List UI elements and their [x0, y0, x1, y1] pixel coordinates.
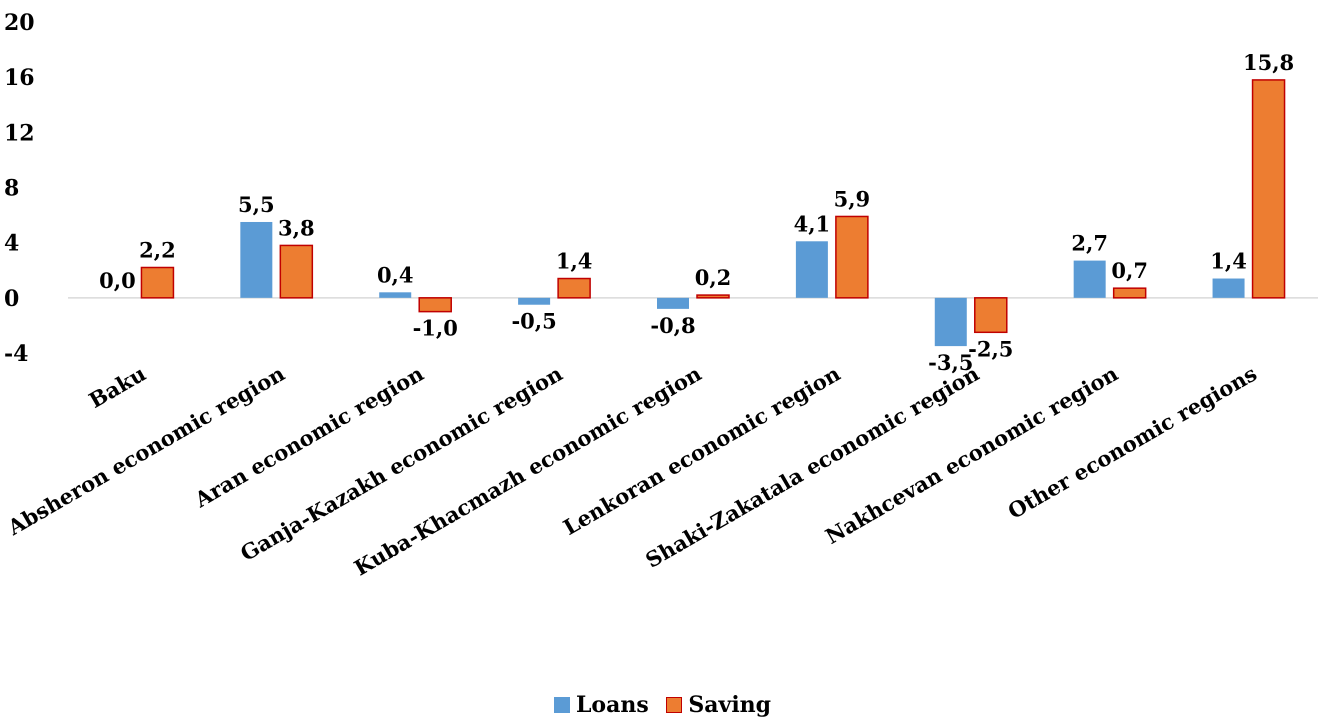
data-label-loans: -0,5 [511, 309, 556, 334]
bars [140, 79, 1286, 347]
legend-item-loans: Loans [553, 692, 649, 718]
data-label-loans: 2,7 [1071, 231, 1108, 256]
data-label-loans: 0,0 [99, 268, 136, 293]
bar-loans [1212, 278, 1245, 298]
bar-saving [140, 266, 175, 299]
data-label-saving: 1,4 [556, 249, 593, 274]
bar-saving [974, 297, 1008, 334]
category-label: Aran economic region [190, 361, 428, 513]
bar-loans [240, 221, 273, 298]
legend-label-loans: Loans [575, 692, 649, 718]
y-tick-label: 0 [4, 286, 19, 312]
category-label: Lenkoran economic region [559, 361, 845, 540]
data-label-saving: 2,2 [139, 237, 176, 262]
data-label-saving: 0,7 [1111, 258, 1148, 283]
bar-saving [418, 297, 452, 313]
legend-label-saving: Saving [688, 692, 772, 718]
y-tick-label: 8 [4, 176, 19, 202]
data-label-saving: -1,0 [413, 316, 458, 341]
bar-saving [1251, 79, 1286, 299]
legend-item-saving: Saving [666, 692, 771, 718]
data-label-saving: 5,9 [834, 186, 871, 211]
bar-saving [835, 215, 869, 299]
data-label-loans: 4,1 [794, 211, 831, 236]
bar-saving [557, 277, 591, 299]
category-label: Baku [84, 361, 149, 413]
bar-loans [379, 292, 412, 298]
data-labels: 0,02,2 5,53,8 0,4 -1,0 -0,5 1,4 -0,80,2 4,15,9 -… [99, 50, 1294, 375]
bar-loans [1073, 260, 1106, 298]
legend-swatch-saving [666, 697, 683, 713]
bar-loans [657, 297, 689, 309]
bar-loans [795, 241, 828, 298]
data-label-loans: 1,4 [1210, 249, 1247, 274]
y-tick-label: 20 [4, 10, 35, 36]
y-tick-label: 16 [4, 65, 35, 91]
data-label-loans: -3,5 [928, 350, 973, 375]
bar-saving [279, 244, 314, 299]
data-label-loans: 5,5 [238, 192, 275, 217]
bar-saving [696, 294, 730, 299]
data-label-saving: -2,5 [968, 336, 1013, 361]
bar-saving [1112, 287, 1147, 299]
data-label-loans: 0,4 [377, 262, 414, 287]
bar-chart: 20 16 12 8 4 0 -4 0,02,2 5,53,8 0,4 -1,0 -0,5 1,4 -0… [3, 10, 1318, 581]
y-tick-label: 12 [4, 120, 35, 146]
y-tick-label: -4 [4, 341, 28, 367]
y-axis-ticks: 20 16 12 8 4 0 -4 [4, 10, 35, 367]
bar-loans [518, 297, 551, 305]
data-label-saving: 3,8 [278, 215, 315, 240]
data-label-saving: 15,8 [1243, 50, 1294, 75]
bar-loans [934, 297, 967, 347]
legend-swatch-loans [553, 697, 570, 713]
y-tick-label: 4 [4, 231, 19, 257]
data-label-loans: -0,8 [650, 313, 695, 338]
legend: Loans Saving [0, 692, 1325, 719]
data-label-saving: 0,2 [695, 265, 732, 290]
category-label: Other economic regions [1004, 361, 1262, 524]
category-label: Absheron economic region [3, 361, 289, 541]
